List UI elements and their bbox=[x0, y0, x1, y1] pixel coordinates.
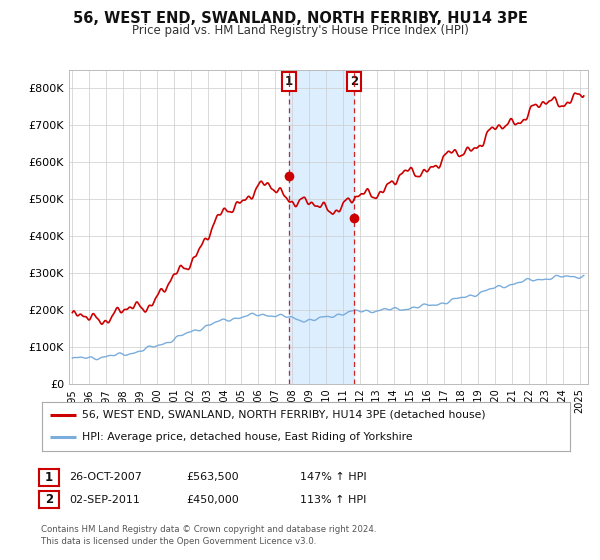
Text: £563,500: £563,500 bbox=[186, 472, 239, 482]
Text: £450,000: £450,000 bbox=[186, 494, 239, 505]
Text: 56, WEST END, SWANLAND, NORTH FERRIBY, HU14 3PE (detached house): 56, WEST END, SWANLAND, NORTH FERRIBY, H… bbox=[82, 410, 485, 420]
Text: 26-OCT-2007: 26-OCT-2007 bbox=[69, 472, 142, 482]
Text: 2: 2 bbox=[350, 74, 358, 88]
Text: Contains HM Land Registry data © Crown copyright and database right 2024.
This d: Contains HM Land Registry data © Crown c… bbox=[41, 525, 376, 546]
Text: 147% ↑ HPI: 147% ↑ HPI bbox=[300, 472, 367, 482]
Text: 1: 1 bbox=[45, 470, 53, 484]
Text: 02-SEP-2011: 02-SEP-2011 bbox=[69, 494, 140, 505]
Text: 2: 2 bbox=[45, 493, 53, 506]
Text: 56, WEST END, SWANLAND, NORTH FERRIBY, HU14 3PE: 56, WEST END, SWANLAND, NORTH FERRIBY, H… bbox=[73, 11, 527, 26]
Text: Price paid vs. HM Land Registry's House Price Index (HPI): Price paid vs. HM Land Registry's House … bbox=[131, 24, 469, 37]
Text: HPI: Average price, detached house, East Riding of Yorkshire: HPI: Average price, detached house, East… bbox=[82, 432, 412, 442]
Bar bbox=[289, 70, 354, 384]
Text: 113% ↑ HPI: 113% ↑ HPI bbox=[300, 494, 367, 505]
Text: 1: 1 bbox=[285, 74, 293, 88]
